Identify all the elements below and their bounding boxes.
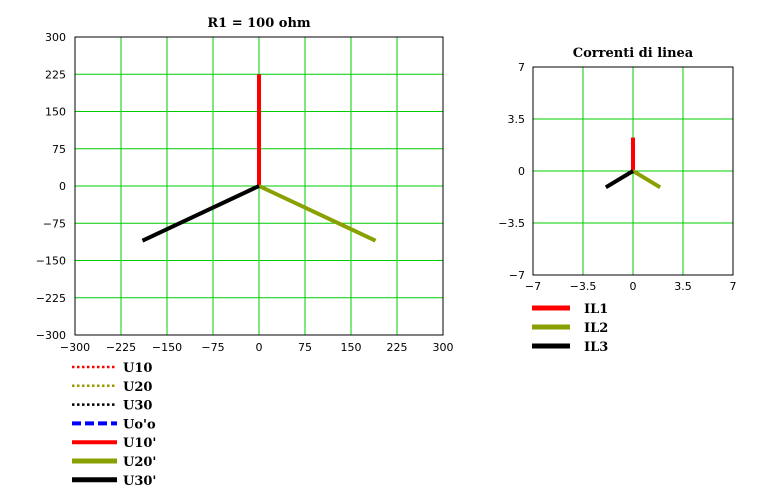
y-tick-label: −150 xyxy=(36,255,66,268)
y-tick-label: −75 xyxy=(43,217,66,230)
legend-label: Uo'o xyxy=(123,417,156,432)
x-tick-label: 7 xyxy=(730,280,737,293)
legend-label: IL2 xyxy=(584,321,608,336)
y-tick-label: 0 xyxy=(59,180,66,193)
x-tick-label: 150 xyxy=(341,341,362,354)
x-tick-label: −3.5 xyxy=(570,280,597,293)
x-tick-label: −300 xyxy=(60,341,90,354)
chart-right-legend: IL1 IL2 IL3 xyxy=(532,302,608,355)
x-tick-label: −225 xyxy=(106,341,136,354)
chart-right-x-ticks: −7 −3.5 0 3.5 7 xyxy=(525,280,737,293)
series-u20-line xyxy=(258,184,377,243)
y-tick-label: 300 xyxy=(45,31,66,44)
y-tick-label: −7 xyxy=(509,269,525,282)
y-tick-label: −225 xyxy=(36,292,66,305)
legend-label: U30' xyxy=(123,474,156,489)
x-tick-label: 0 xyxy=(630,280,637,293)
legend-label: U30 xyxy=(123,399,152,414)
chart-right-frame xyxy=(532,66,734,276)
y-tick-label: −3.5 xyxy=(498,217,525,230)
y-tick-label: 225 xyxy=(45,68,66,81)
x-tick-label: 0 xyxy=(256,341,263,354)
legend-label: IL3 xyxy=(584,340,608,355)
y-tick-label: 7 xyxy=(518,61,525,74)
legend-label: U10' xyxy=(123,436,156,451)
chart-left-y-ticks: 300 225 150 75 0 −75 −150 −225 −300 xyxy=(36,31,66,342)
x-tick-label: 225 xyxy=(387,341,408,354)
y-tick-label: 150 xyxy=(45,106,66,119)
x-tick-label: 3.5 xyxy=(674,280,692,293)
series-il3-line xyxy=(604,169,635,190)
chart-left-frame xyxy=(74,36,444,336)
y-tick-label: −300 xyxy=(36,329,66,342)
legend-label: U10 xyxy=(123,361,152,376)
series-u30-line xyxy=(141,184,260,243)
chart-left-series xyxy=(141,74,377,243)
chart-right-series xyxy=(604,137,662,190)
chart-left-x-ticks: −300 −225 −150 −75 0 75 150 225 300 xyxy=(60,341,454,354)
chart-left: R1 = 100 ohm −300 −225 −150 −75 0 75 150 225 300… xyxy=(36,16,454,489)
legend-label: IL1 xyxy=(584,302,608,317)
y-tick-label: 0 xyxy=(518,165,525,178)
chart-left-legend: U10 U20 U30 Uo'o U10' U20' U30' xyxy=(72,361,156,489)
y-tick-label: 3.5 xyxy=(508,113,526,126)
x-tick-label: 300 xyxy=(433,341,454,354)
chart-right-title: Correnti di linea xyxy=(573,46,694,61)
legend-label: U20 xyxy=(123,380,152,395)
y-tick-label: 75 xyxy=(52,143,66,156)
x-tick-label: −7 xyxy=(525,280,541,293)
x-tick-label: −75 xyxy=(201,341,224,354)
chart-left-title: R1 = 100 ohm xyxy=(207,16,311,31)
chart-right-y-ticks: 7 3.5 0 −3.5 −7 xyxy=(498,61,525,282)
chart-right: Correnti di linea −7 −3.5 0 3.5 7 73.50−3.5−… xyxy=(498,46,736,355)
series-il2-line xyxy=(631,169,662,190)
legend-label: U20' xyxy=(123,455,156,470)
x-tick-label: −150 xyxy=(152,341,182,354)
x-tick-label: 75 xyxy=(298,341,312,354)
